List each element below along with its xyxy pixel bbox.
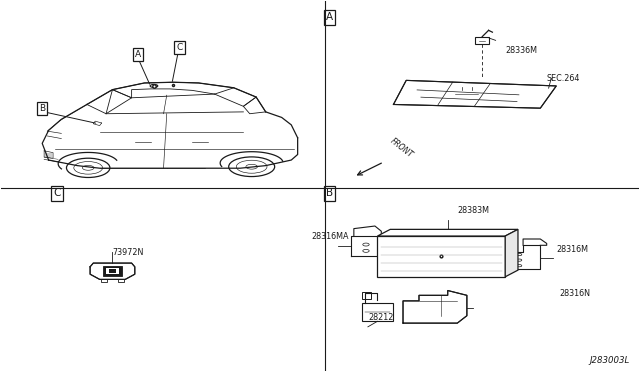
Text: B: B bbox=[39, 104, 45, 113]
Text: J283003L: J283003L bbox=[589, 356, 630, 365]
Text: 28336M: 28336M bbox=[505, 46, 537, 55]
Polygon shape bbox=[394, 80, 556, 108]
FancyBboxPatch shape bbox=[475, 37, 489, 44]
Text: 73972N: 73972N bbox=[113, 248, 144, 257]
Text: A: A bbox=[135, 50, 141, 59]
Text: 28316M: 28316M bbox=[556, 244, 588, 253]
Polygon shape bbox=[505, 230, 518, 277]
FancyBboxPatch shape bbox=[118, 279, 124, 282]
Text: C: C bbox=[53, 188, 61, 198]
Text: A: A bbox=[326, 12, 333, 22]
FancyBboxPatch shape bbox=[362, 292, 371, 299]
Text: 28212: 28212 bbox=[368, 313, 394, 322]
Text: B: B bbox=[326, 188, 333, 198]
Text: 28383M: 28383M bbox=[458, 206, 490, 215]
FancyBboxPatch shape bbox=[106, 268, 119, 274]
Text: 28316N: 28316N bbox=[559, 289, 591, 298]
Text: C: C bbox=[177, 42, 182, 51]
FancyBboxPatch shape bbox=[103, 266, 122, 276]
Polygon shape bbox=[403, 291, 467, 323]
FancyBboxPatch shape bbox=[101, 279, 108, 282]
FancyBboxPatch shape bbox=[456, 90, 478, 98]
Text: 28316MA: 28316MA bbox=[311, 231, 349, 241]
FancyBboxPatch shape bbox=[378, 236, 505, 277]
FancyBboxPatch shape bbox=[362, 303, 394, 321]
FancyBboxPatch shape bbox=[109, 269, 116, 273]
Text: SEC.264: SEC.264 bbox=[547, 74, 580, 83]
Polygon shape bbox=[90, 263, 135, 279]
Text: FRONT: FRONT bbox=[389, 137, 415, 160]
Polygon shape bbox=[378, 230, 518, 236]
